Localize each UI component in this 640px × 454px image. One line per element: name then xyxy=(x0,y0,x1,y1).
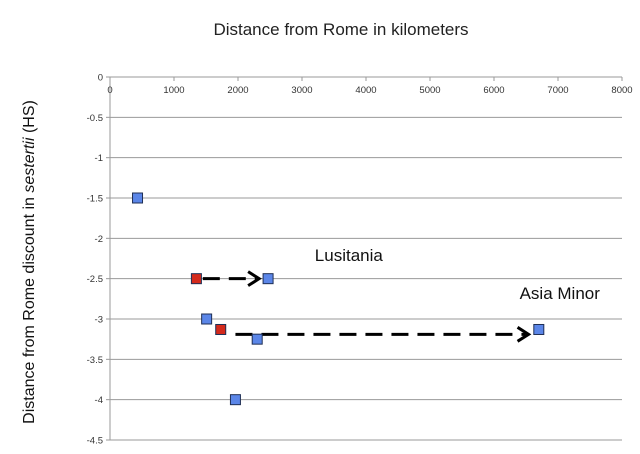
data-point xyxy=(190,273,202,285)
data-point xyxy=(533,323,545,335)
data-point xyxy=(132,192,144,204)
annotations: Lusitania Asia Minor xyxy=(315,246,600,303)
data-point xyxy=(201,313,213,325)
x-tick-label: 0 xyxy=(107,85,112,96)
x-tick-label: 1000 xyxy=(163,85,184,96)
y-tick-label: -1.5 xyxy=(87,194,103,205)
x-tick-label: 3000 xyxy=(291,85,312,96)
x-tick-label: 2000 xyxy=(227,85,248,96)
y-tick-label: -3.5 xyxy=(87,355,103,366)
y-tick-label: -4.5 xyxy=(87,436,103,447)
y-tick-label: -0.5 xyxy=(87,113,103,124)
annotation-label: Lusitania xyxy=(315,246,384,265)
arrow-head xyxy=(247,270,262,287)
y-tick-label: -2 xyxy=(95,234,103,245)
tick-labels: 0 -0.5 -1 -1.5 -2 -2.5 -3 -3.5 -4 -4.5 0 1000 2000 30… xyxy=(87,73,633,447)
y-tick-label: -4 xyxy=(95,395,103,406)
x-tick-label: 7000 xyxy=(547,85,568,96)
annotation-label: Asia Minor xyxy=(520,284,601,303)
x-tick-label: 5000 xyxy=(419,85,440,96)
data-point xyxy=(215,323,227,335)
y-axis-label: Distance from Rome discount in sestertii… xyxy=(21,100,38,424)
data-point xyxy=(262,273,274,285)
x-tick-label: 4000 xyxy=(355,85,376,96)
arrow-head xyxy=(516,326,532,343)
y-tick-label: 0 xyxy=(98,73,103,84)
chart-title: Distance from Rome in kilometers xyxy=(213,20,468,39)
data-point xyxy=(229,394,241,406)
y-tick-label: -2.5 xyxy=(87,274,103,285)
y-tick-label: -1 xyxy=(95,153,103,164)
y-tick-label: -3 xyxy=(95,315,103,326)
data-points xyxy=(132,192,545,406)
x-tick-label: 8000 xyxy=(611,85,632,96)
arrows xyxy=(202,270,532,343)
x-tick-label: 6000 xyxy=(483,85,504,96)
data-point xyxy=(251,333,263,345)
